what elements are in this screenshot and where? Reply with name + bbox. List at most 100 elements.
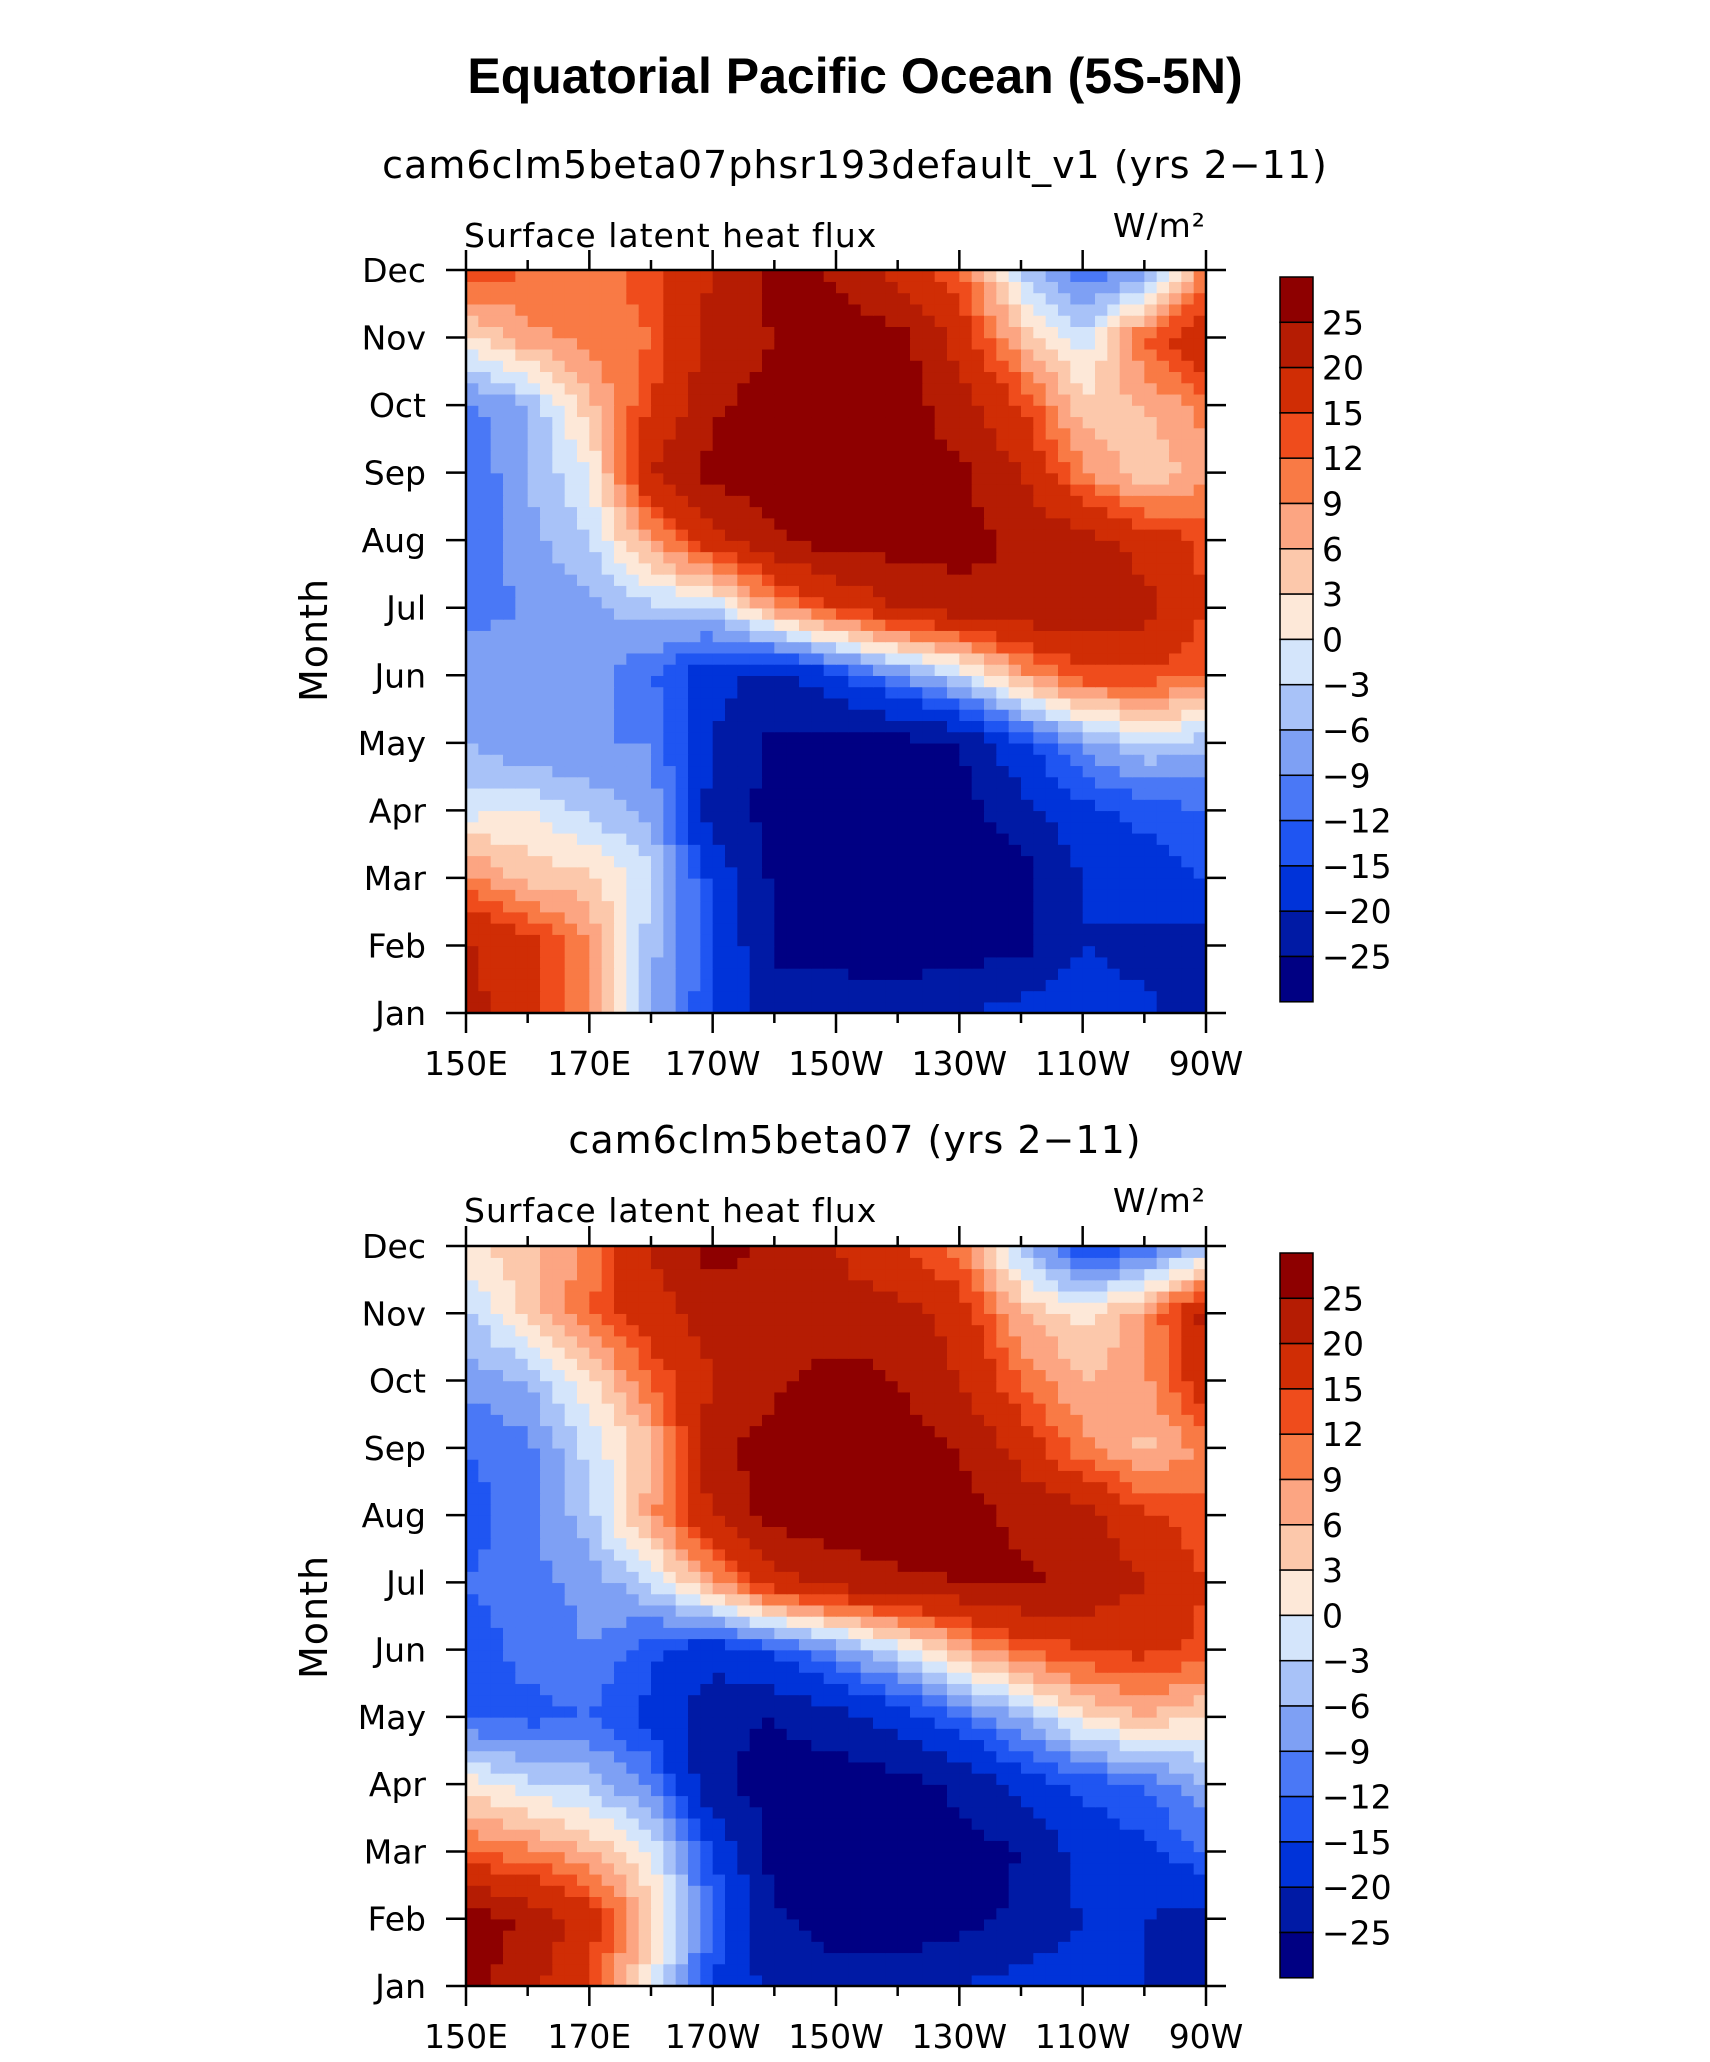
panel-1-heatmap-cell <box>1132 1001 1146 1014</box>
panel-2-heatmap-cell <box>922 1974 936 1987</box>
panel-1-heatmap-cell <box>762 731 776 744</box>
panel-2-heatmap-cell <box>836 1817 850 1830</box>
panel-1-heatmap-cell <box>700 270 714 282</box>
panel-1-heatmap-cell <box>1193 765 1207 778</box>
panel-1-heatmap-cell <box>799 675 813 688</box>
panel-1-heatmap-cell <box>725 461 739 474</box>
panel-1-heatmap-cell <box>725 517 739 530</box>
panel-1-heatmap-cell <box>737 641 751 654</box>
panel-1-heatmap-cell <box>934 393 948 406</box>
panel-1-heatmap-cell <box>1144 697 1158 710</box>
panel-1-heatmap-cell <box>860 303 874 316</box>
panel-2-heatmap-cell <box>947 1918 961 1931</box>
panel-1-heatmap-cell <box>934 956 948 969</box>
panel-1-heatmap-cell <box>836 709 850 722</box>
panel-1-heatmap-cell <box>737 967 751 980</box>
panel-1-heatmap-cell <box>651 686 665 699</box>
panel-1-heatmap-cell <box>897 855 911 868</box>
panel-1-heatmap-cell <box>1132 461 1146 474</box>
panel-1-heatmap-cell <box>934 303 948 316</box>
panel-1-heatmap-cell <box>836 765 850 778</box>
panel-1-heatmap-cell <box>725 664 739 676</box>
panel-1-heatmap-cell <box>1169 371 1183 384</box>
panel-1-heatmap-cell <box>1033 371 1047 384</box>
panel-2-heatmap-cell <box>663 1829 677 1841</box>
panel-2-heatmap-cell <box>540 1907 554 1920</box>
panel-1-heatmap-cell <box>1119 427 1133 440</box>
panel-1-y-tick-label: Jul <box>384 589 426 628</box>
panel-1-heatmap-cell <box>503 776 517 789</box>
panel-1-heatmap-cell <box>811 270 825 282</box>
panel-2-heatmap-cell <box>1156 1817 1170 1830</box>
panel-1-heatmap-cell <box>614 596 628 609</box>
panel-1-heatmap-cell <box>737 281 751 294</box>
panel-1-heatmap-cell <box>626 754 640 767</box>
panel-1-heatmap-cell <box>947 799 961 812</box>
panel-1-heatmap-cell <box>984 348 998 361</box>
panel-1-heatmap-cell <box>712 483 726 496</box>
panel-1-heatmap-cell <box>774 889 788 902</box>
panel-1-heatmap-cell <box>601 810 615 823</box>
panel-2-heatmap-cell <box>577 1974 591 1987</box>
panel-1-heatmap-cell <box>1119 810 1133 823</box>
panel-1-heatmap-cell <box>1095 416 1109 429</box>
panel-1-heatmap-cell <box>1181 540 1195 553</box>
panel-1-heatmap-cell <box>737 630 751 643</box>
panel-1-heatmap-cell <box>577 326 591 339</box>
panel-2-heatmap-cell <box>786 1929 800 1942</box>
panel-2-heatmap-cell <box>873 1952 887 1965</box>
panel-1-heatmap-cell <box>786 1001 800 1014</box>
panel-2-heatmap-cell <box>675 1817 689 1830</box>
panel-2-heatmap-cell <box>1119 1873 1133 1886</box>
panel-1-heatmap-cell <box>527 821 541 834</box>
panel-2-heatmap-cell <box>700 1806 714 1819</box>
panel-2-heatmap-cell <box>700 1817 714 1830</box>
panel-1-heatmap-cell <box>1193 967 1207 980</box>
panel-2-heatmap-cell <box>725 1907 739 1920</box>
panel-1-heatmap-cell <box>552 607 566 620</box>
panel-1-heatmap-cell <box>651 742 665 755</box>
panel-1-heatmap-cell <box>1008 495 1022 508</box>
panel-1-heatmap-cell <box>1082 562 1096 575</box>
panel-1-heatmap-cell <box>515 686 529 699</box>
panel-1-heatmap-cell <box>762 776 776 789</box>
panel-1-heatmap-cell <box>1107 765 1121 778</box>
panel-1-heatmap-cell <box>651 281 665 294</box>
panel-1-heatmap-cell <box>663 664 677 676</box>
panel-1-heatmap-cell <box>971 844 985 857</box>
panel-2-heatmap-cell <box>651 1929 665 1942</box>
panel-2-heatmap-cell <box>922 1873 936 1886</box>
panel-1-heatmap-cell <box>885 889 899 902</box>
panel-1-heatmap-cell <box>1107 371 1121 384</box>
panel-1-heatmap-cell <box>552 416 566 429</box>
panel-1-heatmap-cell <box>1045 461 1059 474</box>
panel-1-heatmap-cell <box>601 382 615 395</box>
panel-1-heatmap-cell <box>984 709 998 722</box>
panel-1-heatmap-cell <box>1132 709 1146 722</box>
panel-2-heatmap-cell <box>577 1873 591 1886</box>
panel-1-heatmap-cell <box>700 405 714 418</box>
panel-1-heatmap-cell <box>959 832 973 845</box>
panel-1-heatmap-cell <box>552 697 566 710</box>
panel-2-heatmap-cell <box>984 1851 998 1864</box>
panel-1-heatmap-cell <box>823 787 837 800</box>
panel-1-heatmap-cell <box>959 641 973 654</box>
panel-1-heatmap-cell <box>1008 540 1022 553</box>
panel-1-heatmap-cell <box>1193 348 1207 361</box>
panel-1-heatmap-cell <box>811 810 825 823</box>
panel-1-heatmap-cell <box>848 911 862 924</box>
panel-1-heatmap-cell <box>873 472 887 485</box>
panel-2-heatmap-cell <box>515 1829 529 1841</box>
panel-1-heatmap-cell <box>1082 596 1096 609</box>
panel-1-heatmap-cell <box>564 731 578 744</box>
panel-1-heatmap-cell <box>873 765 887 778</box>
panel-1-heatmap-cell <box>1070 889 1084 902</box>
panel-2-heatmap-cell <box>490 1896 504 1909</box>
panel-1-heatmap-cell <box>614 956 628 969</box>
panel-1-heatmap-cell <box>811 416 825 429</box>
panel-1-heatmap-cell <box>1008 438 1022 451</box>
panel-1-heatmap-cell <box>589 877 603 890</box>
panel-1-heatmap-cell <box>934 731 948 744</box>
panel-1-heatmap-cell <box>626 641 640 654</box>
panel-1-heatmap-cell <box>1119 596 1133 609</box>
